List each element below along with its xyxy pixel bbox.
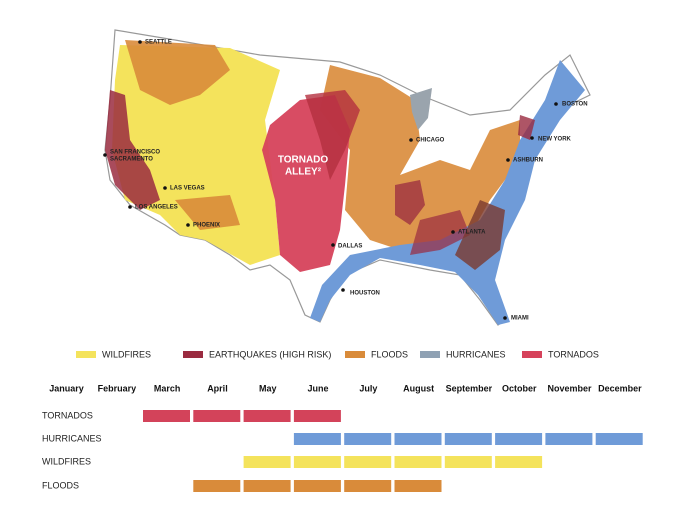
season-bar	[394, 480, 442, 492]
season-bar	[293, 410, 341, 422]
season-bar	[243, 480, 291, 492]
city-label: SEATTLE	[145, 40, 172, 46]
city-label: HOUSTON	[350, 291, 380, 297]
legend-label: WILDFIRES	[102, 349, 151, 359]
season-bar	[444, 433, 492, 445]
city-label: BOSTON	[562, 102, 588, 108]
row-label: HURRICANES	[42, 433, 102, 443]
legend-swatch	[522, 351, 542, 358]
row-label: FLOODS	[42, 480, 79, 490]
flood-area	[175, 195, 240, 230]
city-label: NEW YORK	[538, 137, 572, 143]
city-label: SAN FRANCISCO	[110, 150, 160, 156]
city-markers	[103, 40, 558, 320]
month-label: March	[154, 383, 181, 393]
season-bar	[394, 433, 442, 445]
wildfire-area	[112, 45, 280, 265]
city-label: ATLANTA	[458, 230, 486, 236]
season-bar	[143, 410, 190, 422]
legend-swatch	[76, 351, 96, 358]
legend-label: HURRICANES	[446, 349, 506, 359]
season-bar	[495, 456, 543, 468]
city-label: PHOENIX	[193, 223, 220, 229]
season-bar	[293, 456, 341, 468]
region-label: TORNADO	[278, 155, 329, 166]
legend-label: TORNADOS	[548, 349, 599, 359]
region-label: ALLEY²	[285, 167, 322, 178]
earthquake-area	[395, 180, 425, 225]
city-label: LOS ANGELES	[135, 205, 178, 211]
season-bar	[293, 433, 341, 445]
month-label: October	[502, 383, 537, 393]
legend-swatch	[345, 351, 365, 358]
month-label: June	[308, 383, 329, 393]
city-label: CHICAGO	[416, 138, 445, 144]
season-bar	[595, 433, 643, 445]
city-label: ASHBURN	[513, 158, 543, 164]
month-label: November	[548, 383, 593, 393]
earthquake-area	[518, 115, 535, 140]
legend-label: FLOODS	[371, 349, 408, 359]
month-label: July	[359, 383, 377, 393]
month-label: April	[207, 383, 228, 393]
season-bar	[243, 456, 291, 468]
season-bar	[444, 456, 492, 468]
month-label: August	[403, 383, 434, 393]
season-bar	[243, 410, 291, 422]
legend-label: EARTHQUAKES (HIGH RISK)	[209, 349, 331, 359]
legend-swatch	[183, 351, 203, 358]
lake	[410, 88, 432, 130]
row-label: TORNADOS	[42, 410, 93, 420]
flood-area	[320, 65, 520, 250]
city-label: LAS VEGAS	[170, 186, 205, 192]
earthquake-area	[305, 90, 360, 180]
legend-swatch	[420, 351, 440, 358]
city-label: SACRAMENTO	[110, 157, 153, 163]
hurricane-area	[310, 60, 585, 325]
season-bar	[545, 433, 593, 445]
earthquake-area	[410, 210, 470, 255]
map: SEATTLE SAN FRANCISCO SACRAMENTO LAS VEG…	[103, 29, 591, 326]
season-bar	[193, 410, 241, 422]
season-bar	[344, 456, 392, 468]
month-label: February	[98, 383, 137, 393]
season-bar	[394, 456, 442, 468]
row-label: WILDFIRES	[42, 456, 91, 466]
month-label: December	[598, 383, 642, 393]
city-label: MIAMI	[511, 316, 529, 322]
season-bar	[344, 433, 392, 445]
month-label: January	[49, 383, 84, 393]
earthquake-area	[105, 90, 160, 210]
season-bar	[293, 480, 341, 492]
season-bar	[193, 480, 241, 492]
month-label: May	[259, 383, 277, 393]
season-bar	[495, 433, 543, 445]
earthquake-area	[455, 200, 505, 270]
flood-area	[125, 40, 230, 105]
season-bar	[344, 480, 392, 492]
month-label: September	[446, 383, 493, 393]
city-label: DALLAS	[338, 244, 362, 250]
